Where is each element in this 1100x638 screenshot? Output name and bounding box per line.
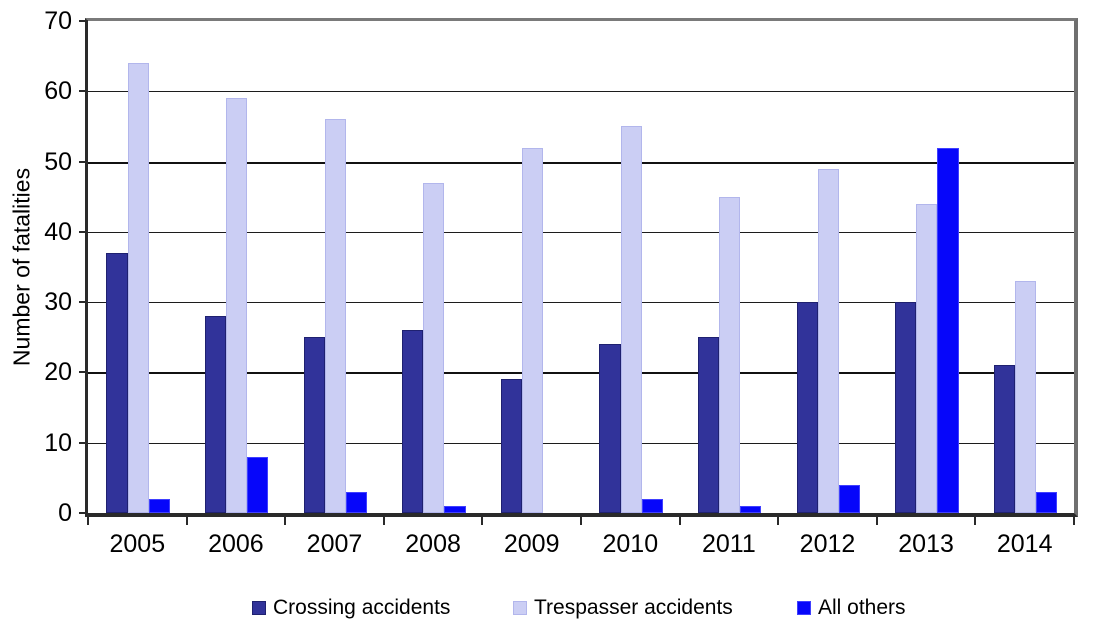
x-tick-mark-6: [678, 517, 681, 525]
bar-trespasser-accidents-2013: [916, 203, 938, 513]
y-tick-label-10: 10: [44, 428, 72, 457]
y-tick-label-70: 70: [44, 7, 72, 35]
x-tick-label-2012: 2012: [799, 530, 856, 558]
legend-label-all-others: All others: [818, 596, 906, 619]
x-tick-mark-4: [481, 517, 484, 525]
bar-group-2012: [778, 21, 877, 513]
gridline-40: [88, 231, 1074, 233]
bar-trespasser-accidents-2011: [719, 196, 741, 513]
plot-area: [85, 18, 1078, 517]
y-tick-mark-30: [79, 301, 88, 304]
legend-item-crossing-accidents: Crossing accidents: [252, 596, 450, 620]
x-tick-label-2009: 2009: [503, 530, 560, 558]
bar-group-2009: [482, 21, 581, 513]
bar-crossing-accidents-2009: [500, 379, 522, 513]
x-tick-mark-1: [185, 517, 188, 525]
y-tick-label-0: 0: [58, 499, 72, 527]
x-tick-mark-2: [284, 517, 287, 525]
bar-group-2014: [975, 21, 1074, 513]
bar-all-others-2014: [1036, 491, 1058, 513]
x-tick-mark-5: [580, 517, 582, 525]
gridline-30: [88, 302, 1074, 304]
bar-trespasser-accidents-2007: [324, 119, 346, 513]
bar-crossing-accidents-2005: [106, 252, 128, 513]
x-tick-mark-10: [1073, 517, 1075, 525]
bar-crossing-accidents-2007: [303, 337, 325, 513]
legend-label-crossing-accidents: Crossing accidents: [273, 596, 451, 619]
x-tick-label-2005: 2005: [109, 530, 166, 558]
bar-group-2007: [285, 21, 384, 513]
x-tick-label-2008: 2008: [405, 530, 461, 558]
legend-label-trespasser-accidents: Trespasser accidents: [534, 596, 733, 619]
bar-all-others-2005: [148, 498, 170, 513]
bar-all-others-2008: [444, 505, 466, 513]
bar-all-others-2013: [937, 147, 959, 513]
y-tick-mark-0: [79, 512, 88, 514]
y-axis-title: Number of fatalities: [8, 167, 35, 367]
gridline-50: [88, 161, 1074, 164]
legend-item-trespasser-accidents: Trespasser accidents: [513, 596, 733, 620]
bar-trespasser-accidents-2010: [620, 126, 642, 513]
x-tick-mark-0: [87, 517, 89, 525]
y-tick-mark-70: [79, 20, 88, 22]
bar-trespasser-accidents-2008: [423, 182, 445, 513]
bar-crossing-accidents-2012: [796, 302, 818, 513]
x-tick-label-2013: 2013: [898, 530, 954, 558]
bar-trespasser-accidents-2006: [226, 98, 248, 513]
bar-trespasser-accidents-2014: [1014, 281, 1037, 513]
legend-swatch-all-others: [797, 601, 811, 615]
bar-group-2013: [877, 21, 976, 513]
y-tick-label-30: 30: [44, 288, 72, 317]
legend-swatch-crossing-accidents: [252, 601, 266, 615]
legend-swatch-trespasser-accidents: [513, 601, 527, 615]
y-tick-mark-60: [79, 90, 88, 93]
x-tick-label-2007: 2007: [306, 530, 363, 558]
bar-crossing-accidents-2006: [205, 316, 227, 513]
y-tick-mark-20: [79, 371, 88, 374]
bar-trespasser-accidents-2012: [817, 168, 839, 513]
y-tick-label-20: 20: [44, 358, 72, 387]
x-tick-label-2006: 2006: [208, 530, 264, 558]
bar-all-others-2007: [345, 491, 367, 513]
x-tick-mark-8: [875, 517, 878, 525]
bar-group-2006: [187, 21, 286, 513]
y-tick-mark-10: [79, 441, 88, 444]
x-tick-label-2014: 2014: [996, 530, 1053, 558]
bar-trespasser-accidents-2005: [127, 63, 149, 513]
y-tick-label-50: 50: [44, 147, 72, 176]
x-tick-mark-3: [382, 517, 385, 525]
bar-group-2010: [581, 21, 680, 513]
x-tick-label-2011: 2011: [702, 530, 756, 558]
bar-group-2011: [680, 21, 779, 513]
bar-all-others-2012: [838, 484, 860, 513]
bar-crossing-accidents-2010: [599, 344, 621, 513]
bar-group-2008: [384, 21, 483, 513]
gridline-60: [88, 91, 1074, 93]
bar-trespasser-accidents-2009: [521, 147, 544, 513]
bar-all-others-2011: [740, 505, 762, 513]
bar-group-2005: [88, 21, 187, 513]
bar-crossing-accidents-2013: [895, 302, 917, 513]
x-tick-mark-7: [777, 517, 780, 525]
y-tick-mark-40: [79, 230, 88, 233]
x-tick-mark-9: [974, 517, 977, 525]
bar-crossing-accidents-2008: [402, 330, 424, 513]
y-tick-label-40: 40: [44, 217, 72, 246]
y-tick-mark-50: [79, 160, 88, 163]
bar-crossing-accidents-2011: [698, 337, 720, 513]
bar-all-others-2006: [247, 456, 269, 513]
gridline-20: [88, 372, 1074, 375]
legend-item-all-others: All others: [797, 596, 906, 620]
bar-crossing-accidents-2014: [993, 365, 1015, 513]
bar-all-others-2010: [641, 498, 663, 513]
gridline-10: [88, 442, 1074, 444]
x-tick-label-2010: 2010: [602, 530, 659, 558]
y-tick-label-60: 60: [44, 77, 72, 106]
